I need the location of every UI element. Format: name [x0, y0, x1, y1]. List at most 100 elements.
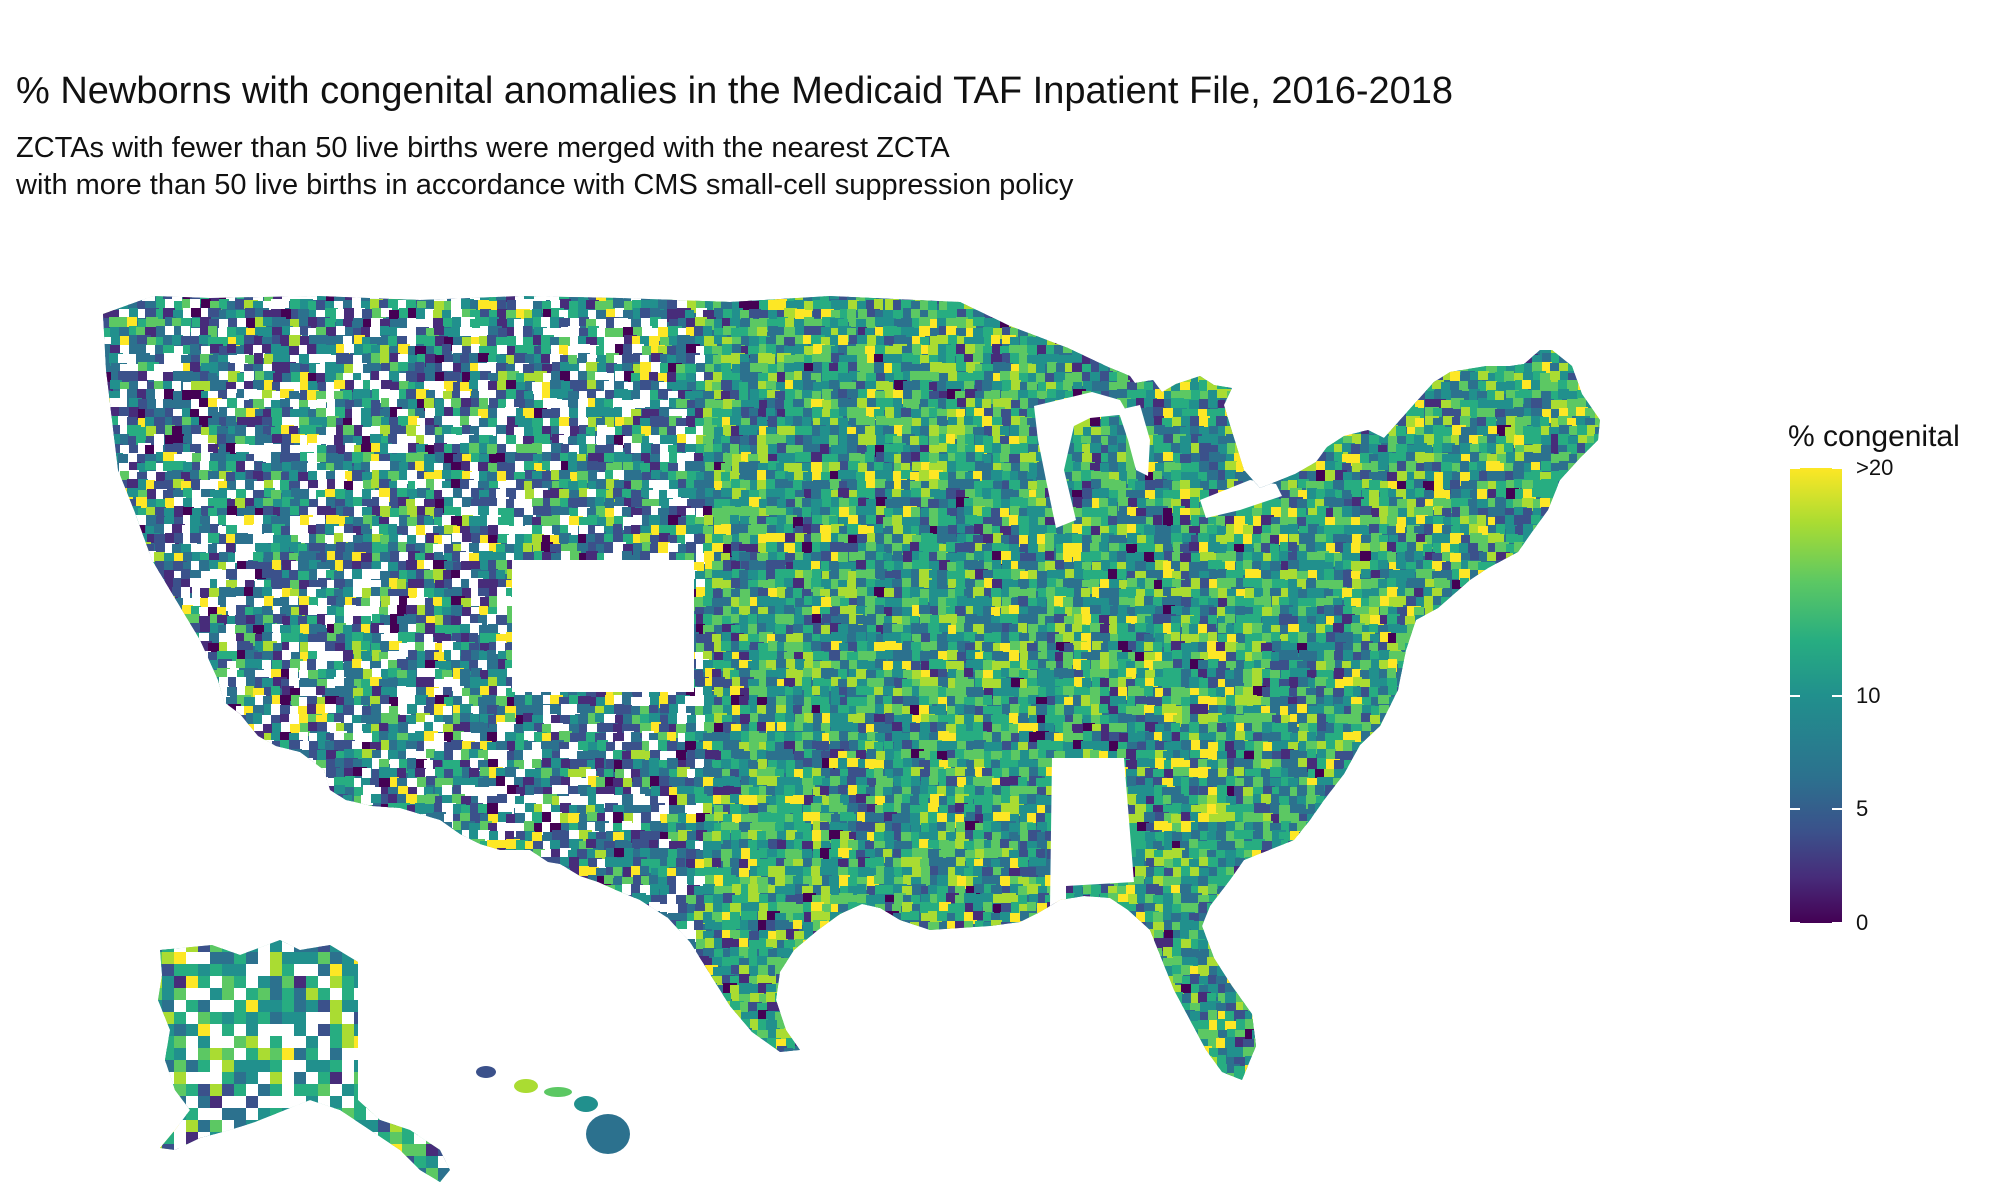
zcta-cell	[246, 417, 259, 428]
zcta-cell	[1558, 389, 1569, 399]
zcta-cell	[300, 364, 310, 378]
zcta-cell	[316, 427, 326, 439]
zcta-cell	[201, 299, 211, 313]
zcta-cell	[1209, 345, 1218, 354]
zcta-cell	[471, 344, 480, 357]
zcta-cell	[830, 296, 840, 299]
zcta-cell	[1289, 364, 1300, 378]
zcta-cell	[326, 436, 335, 446]
zcta-cell	[111, 488, 125, 499]
zcta-cell	[856, 319, 869, 330]
zcta-cell	[1189, 400, 1200, 413]
zcta-cell	[353, 389, 364, 403]
zcta-cell	[857, 398, 868, 410]
zcta-cell	[1038, 354, 1052, 364]
zcta-cell	[488, 390, 500, 399]
zcta-cell	[353, 355, 363, 368]
zcta-cell	[1596, 516, 1600, 525]
zcta-cell	[1226, 364, 1239, 374]
zcta-cell	[802, 417, 811, 431]
zcta-cell	[1010, 328, 1019, 341]
zcta-cell	[110, 416, 121, 425]
zcta-cell	[1144, 398, 1157, 408]
zcta-cell	[200, 461, 209, 471]
chart-title: % Newborns with congenital anomalies in …	[16, 70, 1454, 112]
zcta-cell	[426, 490, 435, 499]
zcta-cell	[1173, 310, 1186, 321]
zcta-cell	[1342, 301, 1356, 313]
zcta-cell	[1145, 318, 1155, 329]
zcta-cell	[201, 308, 210, 319]
zcta-cell	[1398, 296, 1412, 301]
zcta-cell	[1209, 301, 1219, 315]
zcta-cell	[804, 398, 815, 411]
zcta-cell	[200, 371, 209, 382]
zcta-cell	[974, 551, 984, 560]
zcta-cell	[1279, 391, 1288, 404]
zcta-cell	[1352, 296, 1362, 304]
zcta-cell	[191, 381, 201, 392]
zcta-cell	[1306, 445, 1317, 454]
zcta-cell	[893, 310, 906, 319]
zcta-cell	[568, 391, 578, 403]
zcta-cell	[326, 408, 338, 417]
zcta-cell	[435, 336, 448, 346]
zcta-cell	[615, 308, 624, 317]
zcta-cell	[1567, 481, 1576, 494]
zcta-cell	[146, 515, 157, 525]
zcta-cell	[425, 372, 434, 381]
zcta-cell	[811, 399, 824, 410]
zcta-cell	[1171, 391, 1183, 400]
zcta-cell	[1099, 344, 1113, 354]
zcta-cell	[487, 335, 497, 349]
zcta-cell	[1036, 373, 1049, 384]
zcta-cell	[631, 296, 643, 303]
zcta-cell	[435, 427, 445, 437]
zcta-cell	[263, 364, 276, 375]
zcta-cell	[911, 507, 920, 517]
zcta-cell	[838, 345, 849, 357]
zcta-cell	[561, 327, 574, 338]
zcta-cell	[721, 363, 731, 374]
zcta-cell	[1424, 327, 1438, 340]
zcta-cell	[127, 535, 138, 547]
zcta-cell	[613, 470, 625, 480]
zcta-cell	[164, 353, 174, 362]
zcta-cell	[280, 399, 291, 413]
zcta-cell	[929, 515, 939, 526]
zcta-cell	[120, 336, 132, 346]
zcta-cell	[1568, 354, 1582, 365]
zcta-cell	[390, 353, 400, 365]
zcta-cell	[1127, 346, 1141, 357]
zcta-cell	[1604, 362, 1613, 375]
zcta-cell	[1585, 317, 1597, 327]
zcta-cell	[1317, 409, 1330, 420]
zcta-cell	[1504, 443, 1513, 452]
zcta-cell	[867, 354, 876, 364]
zcta-cell	[1370, 308, 1383, 319]
zcta-cell	[903, 308, 914, 321]
zcta-cell	[255, 308, 269, 317]
zcta-cell	[299, 345, 310, 356]
zcta-cell	[1361, 335, 1375, 345]
zcta-cell	[228, 355, 238, 365]
zcta-cell	[1513, 335, 1527, 345]
zcta-cell	[766, 408, 775, 420]
zcta-cell	[766, 506, 777, 515]
zcta-cell	[631, 409, 641, 419]
zcta-cell	[992, 381, 1002, 390]
zcta-cell	[739, 389, 748, 403]
zcta-cell	[534, 327, 547, 337]
zcta-cell	[884, 363, 894, 377]
zcta-cell	[696, 301, 710, 312]
zcta-cell	[614, 328, 623, 339]
zcta-cell	[1180, 353, 1191, 363]
zcta-cell	[1263, 326, 1273, 338]
zcta-cell	[550, 354, 563, 364]
zcta-cell	[110, 310, 120, 320]
zcta-cell	[911, 301, 921, 310]
zcta-cell	[471, 328, 480, 342]
zcta-cell	[534, 296, 546, 304]
zcta-cell	[1218, 400, 1231, 409]
zcta-cell	[696, 372, 706, 382]
